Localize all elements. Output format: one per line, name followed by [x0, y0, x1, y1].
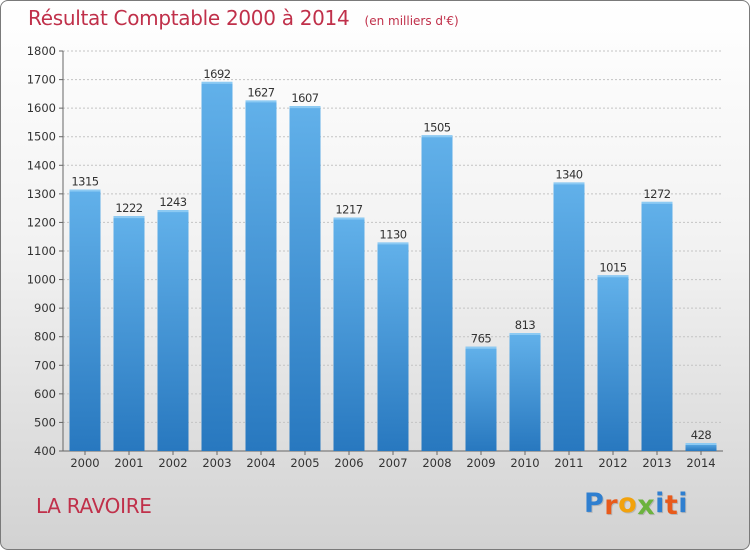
logo-letter: t [664, 490, 679, 521]
proxiti-logo: Proxiti [584, 488, 689, 521]
data-label: 1340 [555, 167, 582, 181]
data-label: 1222 [115, 201, 142, 215]
bar-highlight [69, 189, 101, 192]
bar [421, 135, 453, 452]
bar-highlight [685, 443, 717, 445]
x-tick-label: 2010 [510, 456, 539, 470]
logo-letter: P [584, 488, 605, 519]
x-tick-label: 2014 [686, 456, 715, 470]
bar [509, 333, 541, 451]
x-tick-label: 2009 [466, 456, 495, 470]
data-label: 1692 [203, 67, 230, 81]
data-label: 1272 [643, 187, 670, 201]
x-tick-label: 2003 [202, 456, 231, 470]
x-tick-label: 2006 [334, 456, 363, 470]
bar-highlight [597, 275, 629, 278]
data-label: 1607 [291, 91, 318, 105]
y-tick-label: 500 [34, 415, 56, 429]
x-tick-label: 2004 [246, 456, 275, 470]
bar-highlight [157, 210, 189, 213]
data-labels: 1315 1222 1243 1692 1627 1607 1217 1130 1505 765 8… [71, 67, 712, 442]
data-label: 813 [515, 318, 536, 332]
bar [289, 106, 321, 452]
bar-highlight [113, 216, 145, 219]
data-label: 1315 [71, 175, 98, 189]
data-label: 1130 [379, 227, 406, 241]
y-tick-label: 900 [34, 301, 56, 315]
bar [377, 242, 409, 451]
x-tick-label: 2002 [158, 456, 187, 470]
x-tick-label: 2008 [422, 456, 451, 470]
bar [201, 81, 233, 451]
y-tick-label: 1700 [27, 73, 56, 87]
bar-highlight [465, 346, 497, 349]
bar-highlight [553, 182, 585, 185]
logo-letter: x [637, 490, 656, 521]
y-tick-label: 1400 [27, 158, 56, 172]
bar [157, 210, 189, 451]
bar [333, 217, 365, 451]
bar [69, 189, 101, 452]
bar-highlight [421, 135, 453, 138]
logo-letter: o [618, 488, 638, 519]
bar [465, 346, 497, 451]
logo-letter: i [655, 488, 665, 519]
data-label: 765 [471, 332, 492, 346]
x-tick-label: 2007 [378, 456, 407, 470]
data-label: 428 [691, 428, 712, 442]
x-tick-label: 2012 [598, 456, 627, 470]
bar [685, 443, 717, 451]
bar [113, 216, 145, 451]
bar-highlight [201, 81, 233, 84]
x-tick-label: 2000 [70, 456, 99, 470]
y-tick-label: 1100 [27, 244, 56, 258]
x-tick-label: 2001 [114, 456, 143, 470]
x-tick-label: 2013 [642, 456, 671, 470]
y-tick-label: 1600 [27, 101, 56, 115]
data-label: 1505 [423, 120, 450, 134]
bar-highlight [509, 333, 541, 335]
logo-letter: r [604, 490, 619, 521]
commune-name: LA RAVOIRE [36, 494, 152, 518]
axes: 400 500 600 700 800 900 1000 1100 1200 1300 1400 15… [27, 44, 723, 470]
y-tick-label: 1800 [27, 44, 56, 58]
bar-highlight [377, 242, 409, 245]
y-tick-label: 1500 [27, 130, 56, 144]
bar-highlight [641, 201, 673, 204]
bar-highlight [333, 217, 365, 220]
bar [597, 275, 629, 451]
chart-title: Résultat Comptable 2000 à 2014 [28, 6, 350, 30]
y-tick-label: 1200 [27, 215, 56, 229]
x-tick-label: 2005 [290, 456, 319, 470]
data-label: 1627 [247, 85, 274, 99]
data-label: 1015 [599, 260, 626, 274]
bar [245, 100, 277, 451]
data-label: 1243 [159, 195, 186, 209]
bar [553, 182, 585, 451]
x-tick-label: 2011 [554, 456, 583, 470]
y-tick-label: 1300 [27, 187, 56, 201]
chart-unit: (en milliers d'€) [364, 14, 459, 28]
bar-highlight [289, 106, 321, 109]
bar [641, 201, 673, 451]
y-tick-label: 800 [34, 330, 56, 344]
y-tick-label: 1000 [27, 273, 56, 287]
title-row: Résultat Comptable 2000 à 2014 (en milli… [28, 6, 459, 30]
y-tick-label: 600 [34, 387, 56, 401]
data-label: 1217 [335, 203, 362, 217]
y-tick-label: 700 [34, 358, 56, 372]
y-tick-label: 400 [34, 444, 56, 458]
bar-highlight [245, 100, 277, 103]
logo-letter: i [678, 488, 689, 519]
bars [69, 81, 717, 452]
